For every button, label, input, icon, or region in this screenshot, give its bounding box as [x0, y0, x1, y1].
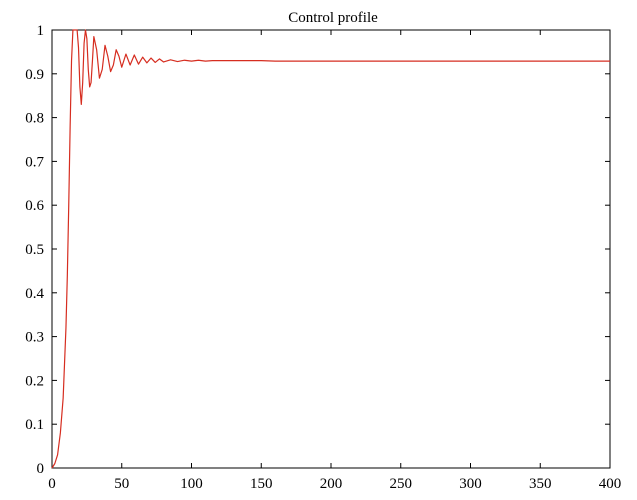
y-tick-label: 0.3	[25, 330, 44, 346]
y-tick-label: 0	[37, 461, 45, 477]
y-tick-label: 0.7	[25, 154, 44, 170]
y-axis: 0 0.1 0.2 0.3 0.4 0.5 0.6 0.7 0.8 0.9 1	[25, 23, 610, 477]
y-tick-label: 0.5	[25, 242, 44, 258]
chart-title: Control profile	[288, 10, 378, 26]
y-tick-label: 1	[37, 23, 45, 39]
y-tick-label: 0.4	[25, 286, 44, 302]
x-axis: 0 50 100 150 200 250 300 350 400	[48, 30, 621, 492]
x-tick-label: 200	[320, 476, 343, 492]
series-line	[51, 29, 610, 469]
y-tick-label: 0.1	[25, 417, 44, 433]
x-tick-label: 100	[180, 476, 203, 492]
y-tick-label: 0.9	[25, 67, 44, 83]
x-tick-label: 400	[599, 476, 622, 492]
x-tick-label: 0	[48, 476, 56, 492]
plot-frame	[51, 29, 611, 469]
x-tick-label: 50	[114, 476, 129, 492]
x-tick-label: 150	[250, 476, 273, 492]
x-tick-label: 300	[459, 476, 482, 492]
x-tick-label: 250	[390, 476, 413, 492]
y-tick-label: 0.2	[25, 373, 44, 389]
y-tick-label: 0.6	[25, 198, 44, 214]
series-layer	[51, 29, 610, 469]
y-tick-label: 0.8	[25, 111, 44, 127]
x-tick-label: 350	[529, 476, 552, 492]
